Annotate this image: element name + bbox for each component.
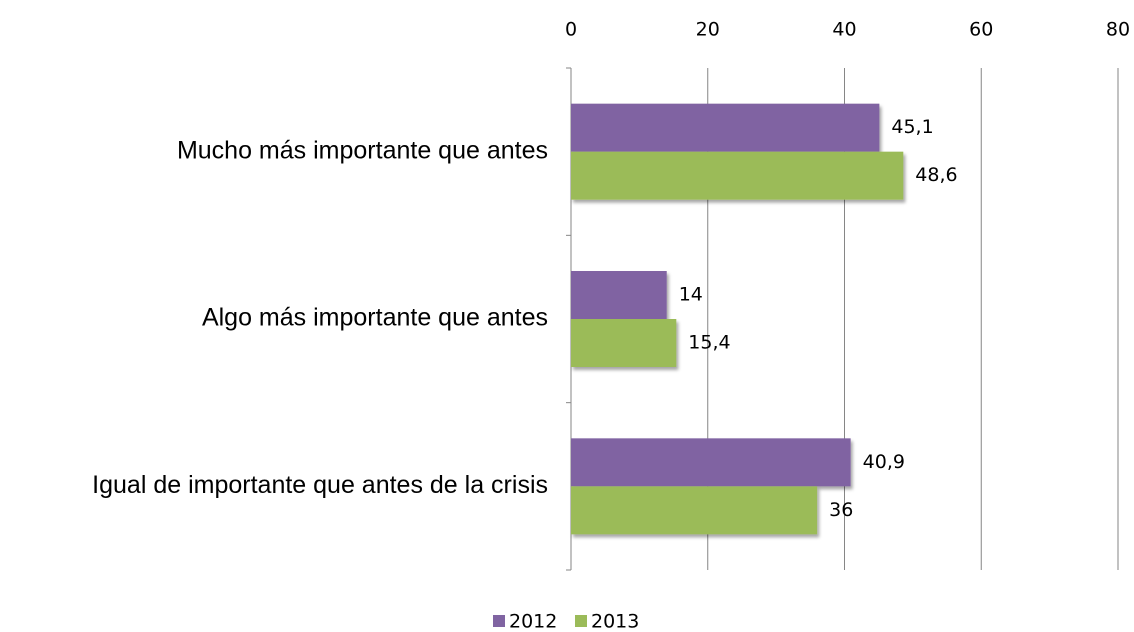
x-tick-label: 0 [565, 19, 577, 41]
legend-label: 2013 [591, 611, 639, 632]
x-tick-label: 80 [1106, 19, 1130, 41]
data-label: 45,1 [891, 116, 933, 138]
data-label: 36 [829, 499, 853, 521]
category-label: Algo más importante que antes [202, 304, 548, 332]
bar [571, 319, 677, 367]
bar [571, 438, 851, 487]
bar [571, 271, 667, 319]
legend-swatch [493, 615, 505, 627]
data-label: 15,4 [688, 332, 730, 354]
data-label: 14 [679, 284, 703, 306]
x-tick-label: 40 [832, 19, 856, 41]
bar [571, 151, 904, 200]
bar [571, 486, 818, 535]
legend-label: 2012 [509, 611, 557, 632]
data-label: 40,9 [863, 451, 905, 473]
x-tick-label: 60 [969, 19, 993, 41]
x-tick-label: 20 [696, 19, 720, 41]
category-label: Mucho más importante que antes [177, 136, 548, 164]
data-label: 48,6 [915, 164, 957, 186]
bar [571, 103, 880, 152]
category-label: Igual de importante que antes de la cris… [92, 471, 548, 499]
legend-swatch [575, 615, 587, 627]
